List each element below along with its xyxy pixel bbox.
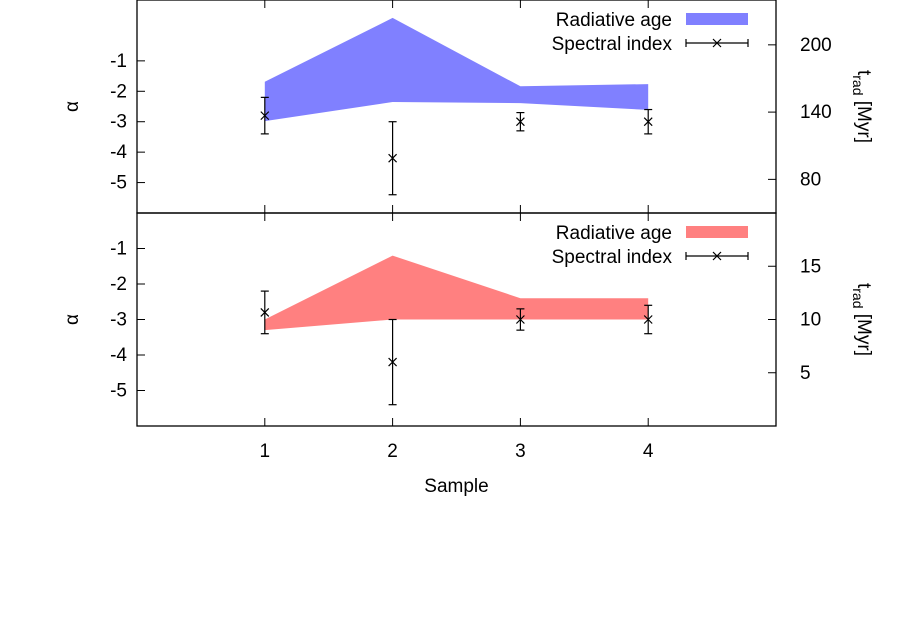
y-right-tick-label: 80: [800, 169, 821, 190]
x-tick-label: 4: [643, 441, 654, 462]
spectral-index-point: [515, 315, 525, 324]
x-axis-title: Sample: [424, 476, 488, 497]
y-left-tick-label: -2: [110, 274, 127, 295]
y-left-tick-label: -5: [110, 381, 127, 402]
y-right-tick-label: 10: [800, 310, 821, 331]
y-right-tick-label: 15: [800, 256, 821, 277]
y-right-tick-label: 5: [800, 363, 811, 384]
panel-bottom: -1 -2 -3 -4 -5 5 10 15 α trad [Myr] Radiative age S…: [62, 212, 874, 497]
x-tick-label: 3: [515, 441, 526, 462]
spectral-index-point: [515, 117, 525, 127]
y-left-tick-label: -2: [110, 81, 127, 102]
spectral-index-point: [643, 315, 653, 324]
legend-symbol-marker: [712, 38, 722, 48]
legend-symbol-marker: [712, 251, 722, 261]
y-left-tick-label: -1: [110, 239, 127, 260]
spectral-index-point: [388, 357, 398, 367]
y-left-tick-label: -4: [110, 142, 127, 163]
spectral-index-point: [260, 111, 270, 121]
plot-frame: [136, 0, 777, 214]
x-tick-label: 2: [387, 441, 398, 462]
y-left-tick-label: -3: [110, 310, 127, 331]
legend-label-spectral-index: Spectral index: [552, 247, 673, 268]
y-right-tick-label: 140: [800, 102, 832, 123]
y-left-axis-title: α: [62, 101, 83, 112]
y-left-tick-label: -3: [110, 112, 127, 133]
panel-top: -1 -2 -3 -4 -5 80 140 200 α trad [Myr] Radiative a…: [62, 0, 874, 214]
legend-label-spectral-index: Spectral index: [552, 34, 673, 55]
legend-swatch-radiative-age: [686, 13, 748, 25]
y-right-axis-title: trad [Myr]: [850, 70, 874, 143]
y-left-tick-label: -1: [110, 51, 127, 72]
spectral-index-point: [388, 153, 398, 163]
y-left-axis-title: α: [62, 314, 83, 325]
y-left-tick-label: -5: [110, 173, 127, 194]
y-right-tick-label: 200: [800, 35, 832, 56]
legend-swatch-radiative-age: [686, 226, 748, 238]
y-left-tick-label: -4: [110, 345, 127, 366]
spectral-index-point: [643, 117, 653, 127]
legend-label-radiative-age: Radiative age: [556, 223, 672, 244]
x-tick-label: 1: [260, 441, 271, 462]
radiative-age-band: [264, 255, 649, 331]
legend-label-radiative-age: Radiative age: [556, 10, 672, 31]
spectral-index-point: [260, 307, 270, 317]
radiative-age-band: [264, 17, 649, 122]
y-right-axis-title: trad [Myr]: [850, 283, 874, 356]
